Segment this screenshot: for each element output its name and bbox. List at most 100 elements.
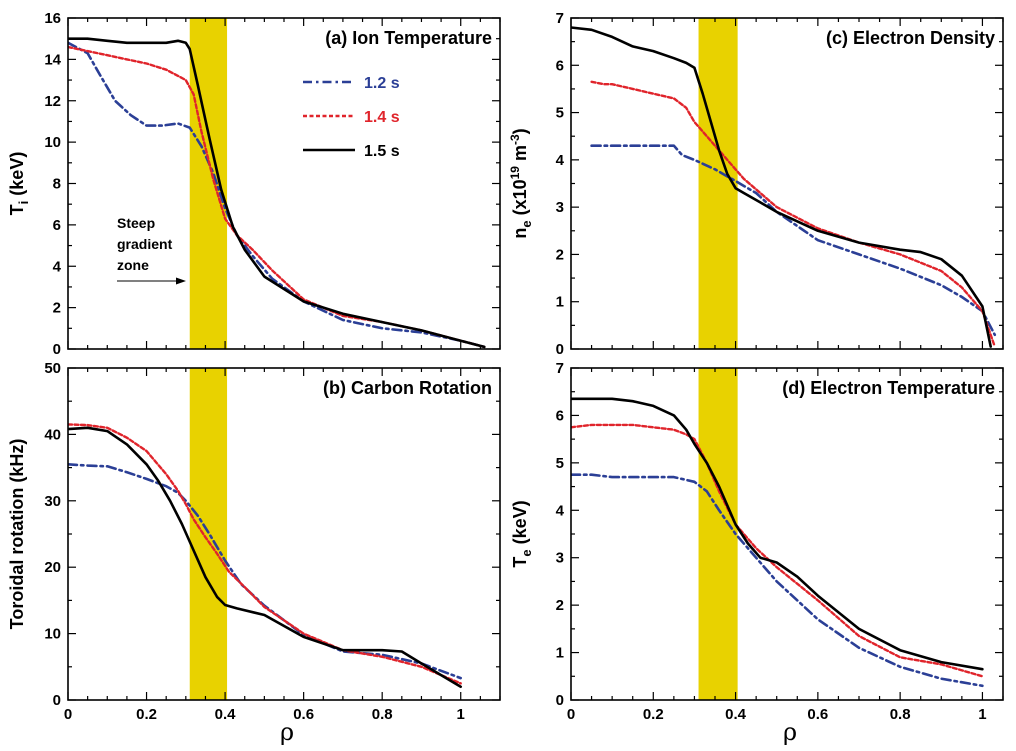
y-tick-label: 3 (556, 550, 564, 567)
y-tick-label: 4 (556, 502, 565, 519)
series-group (571, 397, 984, 688)
x-tick-label: 0.6 (293, 706, 314, 723)
series-group (571, 26, 997, 348)
y-label-superscript: 19 (508, 166, 522, 180)
series-line-14s (68, 423, 462, 685)
y-tick-label: 7 (556, 360, 564, 377)
series-line-12s (68, 41, 486, 349)
y-tick-label: 0 (556, 341, 564, 358)
plot-frame (67, 367, 501, 701)
x-tick-label: 0.2 (643, 706, 664, 723)
y-tick-label: 16 (44, 10, 61, 27)
y-label-main: Toroidal rotation (kHz) (7, 439, 27, 630)
x-axis-label: ρ (783, 718, 797, 746)
y-tick-label: 40 (44, 426, 61, 443)
plot-frame (570, 17, 1004, 350)
annotation-line: zone (117, 257, 149, 273)
y-tick-label: 7 (556, 10, 564, 27)
y-tick-label: 30 (44, 493, 61, 510)
panel-d: 0 0.2 0.4 0.6 0.8 1 0 1 2 3 4 5 6 7 (d) Electron Tempe… (510, 360, 1004, 746)
series-line-15s (68, 37, 486, 349)
series-line-12s (571, 473, 984, 688)
x-tick-label: 0.8 (372, 706, 393, 723)
annotation-arrow-head (176, 277, 186, 285)
legend-label: 1.5 s (364, 143, 400, 160)
y-tick-label: 5 (556, 455, 564, 472)
legend-label: 1.4 s (364, 109, 400, 126)
y-tick-label: 20 (44, 559, 61, 576)
series-line-14s (571, 423, 984, 678)
series-line-15s (571, 397, 984, 671)
x-tick-label: 1 (978, 706, 986, 723)
y-axis-label: Te (keV) (510, 500, 534, 567)
y-label-superscript2: -3 (508, 134, 522, 145)
steep-gradient-band (698, 18, 738, 349)
panel-a: 0 2 4 6 8 10 12 14 16 (a) Ion Temperature Ti (keV) (7, 10, 501, 358)
y-tick-label: 3 (556, 199, 564, 216)
y-tick-label: 6 (556, 57, 564, 74)
steep-gradient-band (189, 18, 228, 349)
panel-title: (d) Electron Temperature (782, 378, 995, 398)
series-line-14s (590, 80, 996, 348)
y-label-main: T (510, 557, 530, 568)
y-tick-label: 6 (556, 407, 564, 424)
x-tick-label: 0.4 (215, 706, 237, 723)
y-tick-label: 4 (53, 258, 62, 275)
plot-frame (570, 367, 1004, 701)
x-axis-label: ρ (280, 718, 294, 746)
series-line-12s (68, 463, 462, 680)
y-label-main: n (510, 228, 530, 239)
y-label-rest2: m (510, 145, 530, 166)
y-tick-label: 4 (556, 152, 565, 169)
panel-c: 0 1 2 3 4 5 6 7 (c) Electron Density ne (x1019 m-… (508, 10, 1004, 358)
series-group (68, 423, 462, 688)
series-line-12s (590, 144, 997, 337)
y-label-rest: (keV) (510, 500, 530, 549)
y-tick-label: 0 (53, 341, 61, 358)
annotation-line: Steep (117, 215, 155, 231)
x-tick-label: 0.2 (136, 706, 157, 723)
legend-label: 1.2 s (364, 75, 400, 92)
y-axis-label: Toroidal rotation (kHz) (7, 439, 27, 630)
x-tick-label: 0.6 (807, 706, 828, 723)
x-tick-label: 0.8 (890, 706, 911, 723)
y-axis-label: Ti (keV) (7, 152, 31, 216)
y-tick-label: 5 (556, 105, 564, 122)
panel-title: (b) Carbon Rotation (323, 378, 492, 398)
panel-title: (c) Electron Density (826, 28, 995, 48)
y-tick-label: 6 (53, 217, 61, 234)
y-tick-label: 1 (556, 645, 564, 662)
y-axis-label: ne (x1019 m-3) (508, 128, 534, 238)
x-tick-label: 1 (457, 706, 465, 723)
y-tick-label: 2 (556, 597, 564, 614)
y-label-main: T (7, 204, 27, 215)
series-line-15s (68, 426, 462, 688)
legend: 1.2 s 1.4 s 1.5 s (303, 75, 400, 160)
y-tick-label: 2 (53, 300, 61, 317)
y-label-rest: (x10 (510, 179, 530, 220)
x-tick-label: 0.4 (725, 706, 747, 723)
series-line-14s (68, 45, 486, 349)
y-label-subscript: e (519, 220, 534, 227)
y-label-subscript: i (16, 201, 31, 205)
y-tick-label: 14 (44, 51, 61, 68)
annotation-line: gradient (117, 236, 173, 252)
y-label-end: ) (510, 128, 530, 134)
y-tick-label: 50 (44, 360, 61, 377)
y-tick-label: 0 (556, 692, 564, 709)
y-label-subscript: e (519, 549, 534, 556)
y-tick-label: 12 (44, 93, 61, 110)
y-tick-label: 8 (53, 176, 61, 193)
series-line-15s (571, 26, 992, 348)
x-tick-label: 0 (64, 706, 72, 723)
steep-gradient-annotation: Steep gradient zone (117, 215, 186, 285)
y-tick-label: 0 (53, 692, 61, 709)
y-tick-label: 1 (556, 294, 564, 311)
panel-title: (a) Ion Temperature (325, 28, 492, 48)
plot-frame (67, 17, 501, 350)
y-label-rest: (keV) (7, 152, 27, 201)
y-tick-label: 2 (556, 246, 564, 263)
series-group (68, 37, 486, 349)
steep-gradient-band (698, 368, 738, 700)
